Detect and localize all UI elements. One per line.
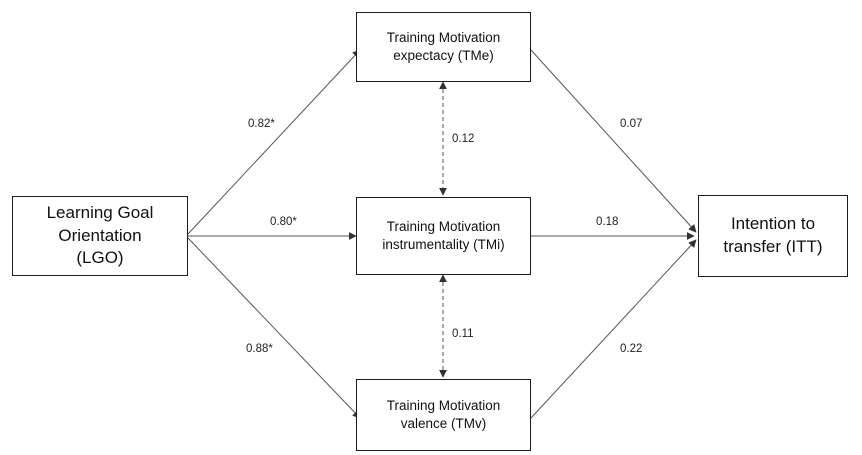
coef-tmv-itt: 0.22 bbox=[620, 343, 643, 355]
node-tmi-line-2: instrumentality (TMi) bbox=[382, 237, 505, 252]
node-tmv: Training Motivation valence (TMv) bbox=[356, 379, 531, 451]
node-tmi: Training Motivation instrumentality (TMi… bbox=[356, 197, 531, 275]
node-lgo-line-2: Orientation bbox=[58, 225, 142, 245]
node-tme-line-1: Training Motivation bbox=[386, 29, 501, 45]
coef-tmi-itt: 0.18 bbox=[596, 216, 619, 228]
arrow-lgo-to-tme bbox=[187, 49, 361, 235]
node-itt-line-1: Intention to bbox=[730, 214, 816, 234]
node-tme-line-2: expectacy (TMe) bbox=[393, 48, 494, 63]
arrow-tme-to-itt bbox=[530, 49, 697, 233]
arrow-lgo-to-tmv bbox=[187, 237, 361, 419]
node-lgo-line-3: (LGO) bbox=[76, 248, 124, 268]
arrow-tmv-to-itt bbox=[530, 239, 697, 419]
node-itt-line-2: transfer (ITT) bbox=[723, 237, 823, 256]
node-lgo: Learning Goal Orientation (LGO) bbox=[12, 196, 188, 276]
node-tmi-line-1: Training Motivation bbox=[386, 218, 501, 234]
coef-lgo-tmi: 0.80* bbox=[270, 216, 297, 228]
coef-tme-itt: 0.07 bbox=[620, 118, 643, 130]
node-itt: Intention to transfer (ITT) bbox=[698, 195, 848, 277]
node-tmv-line-2: valence (TMv) bbox=[400, 416, 487, 431]
node-lgo-line-1: Learning Goal bbox=[46, 202, 154, 222]
coef-tme-tmi: 0.12 bbox=[452, 133, 475, 145]
coef-tmi-tmv: 0.11 bbox=[452, 328, 474, 340]
coef-lgo-tme: 0.82* bbox=[248, 118, 275, 130]
node-tme: Training Motivation expectacy (TMe) bbox=[356, 12, 531, 82]
coef-lgo-tmv: 0.88* bbox=[246, 343, 273, 355]
node-tmv-line-1: Training Motivation bbox=[386, 397, 501, 413]
